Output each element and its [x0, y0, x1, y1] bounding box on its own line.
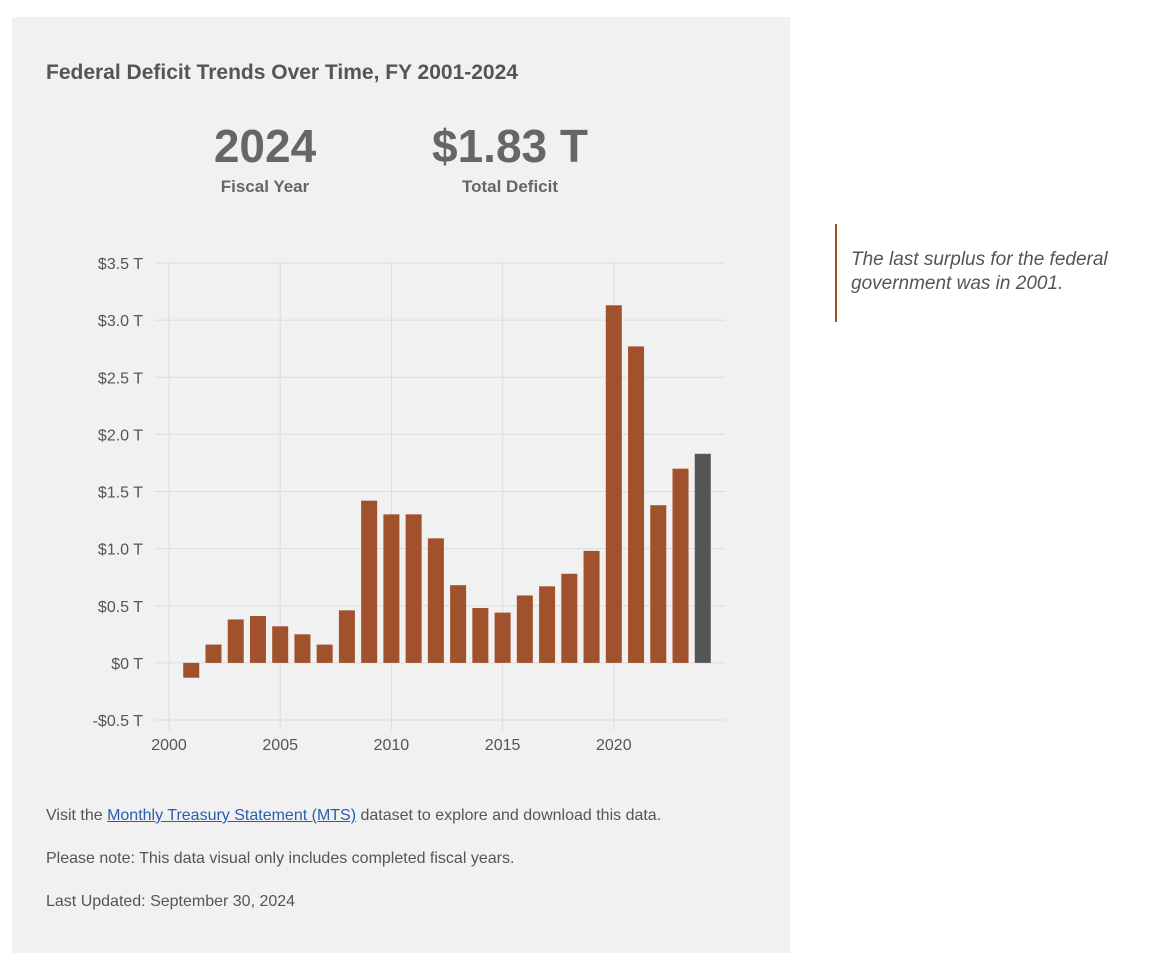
visit-suffix: dataset to explore and download this dat…	[356, 807, 662, 824]
visit-prefix: Visit the	[46, 807, 108, 824]
deficit-bar-2015[interactable]	[494, 612, 511, 663]
deficit-bar-2018[interactable]	[561, 573, 578, 663]
y-tick-label: $0 T	[111, 656, 143, 673]
total-deficit-stat: $1.83 T Total Deficit	[412, 115, 608, 197]
y-tick-label: $1.0 T	[98, 542, 143, 559]
deficit-bar-2007[interactable]	[316, 644, 333, 663]
deficit-bar-2005[interactable]	[272, 626, 289, 663]
deficit-bar-2020[interactable]	[605, 305, 622, 663]
mts-dataset-link[interactable]: Monthly Treasury Statement (MTS)	[107, 807, 357, 824]
deficit-bar-2011[interactable]	[405, 514, 422, 663]
y-tick-label: $0.5 T	[98, 599, 143, 616]
fiscal-year-value: 2024	[213, 120, 317, 172]
total-deficit-value: $1.83 T	[432, 120, 588, 172]
surplus-side-note: The last surplus for the federal governm…	[835, 224, 1135, 322]
x-tick-label: 2000	[151, 737, 187, 754]
deficit-bar-2019[interactable]	[583, 550, 600, 663]
deficit-bar-2016[interactable]	[516, 595, 533, 663]
deficit-bar-2009[interactable]	[361, 500, 378, 663]
chart-title: Federal Deficit Trends Over Time, FY 200…	[46, 61, 518, 84]
deficit-bar-2008[interactable]	[338, 610, 355, 663]
deficit-bar-chart: $3.5 T $3.0 T $2.5 T $2.0 T $1.5 T $1.0 T $0.5…	[93, 256, 725, 754]
y-tick-label: $1.5 T	[98, 485, 143, 502]
y-tick-label: $2.5 T	[98, 370, 143, 387]
mts-footer-line: Visit the Monthly Treasury Statement (MT…	[46, 807, 661, 825]
deficit-bar-2010[interactable]	[383, 514, 400, 663]
deficit-bar-2002[interactable]	[205, 644, 222, 663]
total-deficit-label: Total Deficit	[461, 177, 559, 196]
deficit-bar-2013[interactable]	[450, 585, 467, 663]
y-tick-label: $3.5 T	[98, 256, 143, 273]
x-tick-label: 2015	[485, 737, 521, 754]
deficit-bar-2024[interactable]	[694, 453, 711, 663]
y-tick-label: -$0.5 T	[93, 713, 144, 730]
deficit-bar-2022[interactable]	[650, 505, 667, 663]
y-axis-ticks: $3.5 T $3.0 T $2.5 T $2.0 T $1.5 T $1.0 T $0.5…	[93, 256, 144, 730]
fiscal-year-label: Fiscal Year	[220, 177, 310, 196]
deficit-bar-2023[interactable]	[672, 468, 689, 663]
bars	[183, 305, 711, 678]
deficit-bar-2021[interactable]	[628, 346, 645, 663]
x-tick-label: 2020	[596, 737, 632, 754]
deficit-bar-2012[interactable]	[427, 538, 444, 663]
deficit-bar-2006[interactable]	[294, 634, 311, 663]
last-updated: Last Updated: September 30, 2024	[46, 893, 296, 910]
chart-card: Federal Deficit Trends Over Time, FY 200…	[12, 17, 790, 953]
y-tick-label: $2.0 T	[98, 427, 143, 444]
deficit-bar-2003[interactable]	[227, 619, 244, 663]
deficit-bar-2014[interactable]	[472, 608, 489, 663]
completed-years-note: Please note: This data visual only inclu…	[46, 850, 515, 867]
fiscal-year-stat: 2024 Fiscal Year	[190, 115, 340, 197]
x-tick-label: 2010	[374, 737, 410, 754]
deficit-bar-2017[interactable]	[539, 586, 556, 663]
x-axis-ticks: 2000 2005 2010 2015 2020	[151, 737, 631, 754]
deficit-bar-2004[interactable]	[249, 616, 266, 663]
deficit-bar-2001[interactable]	[183, 662, 200, 678]
y-tick-label: $3.0 T	[98, 313, 143, 330]
x-tick-label: 2005	[262, 737, 298, 754]
